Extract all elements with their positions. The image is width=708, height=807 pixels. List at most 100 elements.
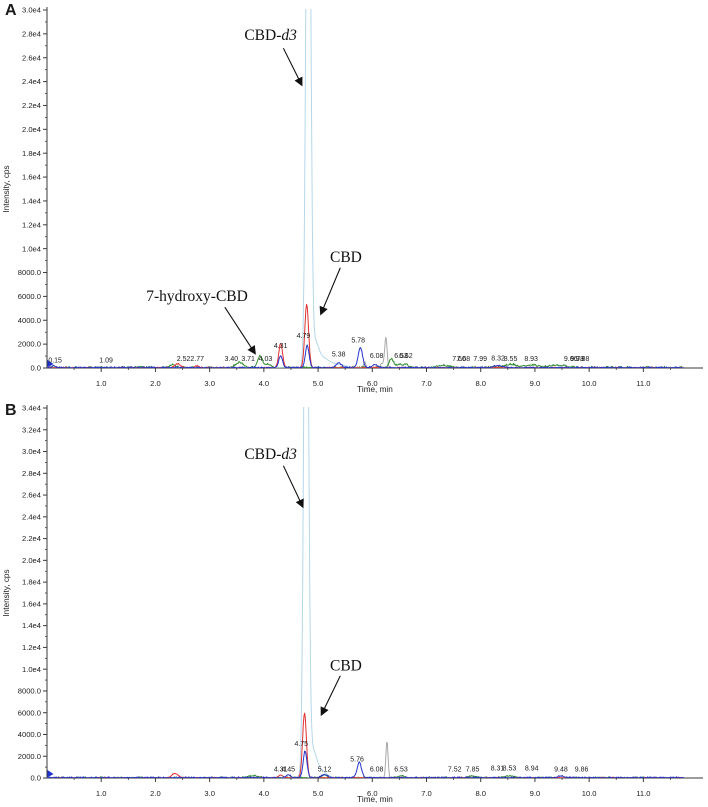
peak-retention-time-label: 6.62	[399, 353, 413, 360]
y-tick-label: 3.0e4	[22, 6, 41, 15]
y-tick-label: 2.6e4	[22, 53, 41, 62]
y-tick-label: 2000.0	[18, 340, 41, 349]
y-tick-label: 2.4e4	[22, 512, 41, 521]
annotation-arrow-cbd-d3	[282, 47, 303, 87]
y-tick-label: 4000.0	[18, 316, 41, 325]
y-tick-label: 8000.0	[18, 268, 41, 277]
x-tick-label: 7.0	[421, 379, 432, 388]
x-tick-label: 9.0	[530, 379, 541, 388]
y-tick-label: 3.0e4	[22, 447, 41, 456]
plot-area	[47, 407, 685, 778]
trace-gray-trace	[47, 336, 684, 368]
x-tick-label: 10.0	[582, 379, 597, 388]
y-tick-label: 2.0e4	[22, 125, 41, 134]
y-tick-label: 2.8e4	[22, 29, 41, 38]
y-tick-label: 2.2e4	[22, 534, 41, 543]
peak-retention-time-label: 2.77	[190, 356, 204, 363]
annotation-cbd: CBD	[330, 249, 362, 266]
x-tick-label: 9.0	[530, 789, 541, 798]
peak-retention-time-label: 3.71	[241, 356, 255, 363]
y-tick-label: 2.8e4	[22, 469, 41, 478]
origin-marker	[47, 360, 54, 368]
peak-retention-time-label: 8.55	[504, 356, 518, 363]
annotation-cbd-d3: CBD-d3	[244, 446, 297, 463]
y-tick-label: 1.6e4	[22, 599, 41, 608]
peak-retention-time-label: 4.79	[297, 333, 311, 340]
x-tick-label: 3.0	[204, 789, 215, 798]
x-tick-label: 3.0	[204, 379, 215, 388]
x-tick-label: 5.0	[313, 379, 324, 388]
x-tick-label: 1.0	[96, 789, 107, 798]
x-tick-label: 11.0	[636, 379, 650, 388]
peak-retention-time-label: 8.31	[491, 766, 505, 773]
peak-retention-time-label: 2.52	[177, 356, 191, 363]
x-tick-label: 7.0	[421, 789, 432, 798]
peak-retention-time-label: 8.93	[524, 356, 538, 363]
peak-retention-time-label: 9.48	[554, 766, 568, 773]
trace-cbd-d3	[47, 9, 684, 368]
x-tick-label: 6.0	[367, 789, 378, 798]
y-tick-label: 1.8e4	[22, 149, 41, 158]
y-tick-label: 0.0	[30, 364, 41, 373]
peak-retention-time-label: 5.12	[318, 766, 332, 773]
peak-retention-time-label: 4.75	[294, 741, 308, 748]
trace-cbd-d3	[47, 407, 684, 778]
origin-marker	[47, 770, 54, 778]
annotation-arrow-cbd	[319, 267, 341, 316]
peak-retention-time-label: 6.53	[394, 766, 408, 773]
peak-retention-time-label: 5.76	[350, 756, 364, 763]
y-tick-label: 6000.0	[18, 708, 41, 717]
x-tick-label: 11.0	[636, 789, 650, 798]
y-tick-label: 2.2e4	[22, 101, 41, 110]
x-tick-label: 6.0	[367, 379, 378, 388]
peak-retention-time-label: 9.88	[576, 356, 590, 363]
panel-b-letter: B	[5, 402, 17, 419]
x-tick-label: 8.0	[475, 379, 486, 388]
x-tick-label: 2.0	[150, 789, 161, 798]
x-tick-label: 2.0	[150, 379, 161, 388]
y-tick-label: 1.6e4	[22, 173, 41, 182]
peak-retention-time-label: 6.08	[370, 353, 384, 360]
x-tick-label: 4.0	[259, 379, 270, 388]
peak-retention-time-label: 4.03	[259, 356, 273, 363]
y-tick-label: 4000.0	[18, 730, 41, 739]
peak-retention-time-label: 9.78	[570, 356, 584, 363]
chromatogram-plot-a: 1.0 2.0 3.0 4.0 5.0 6.0 7.0 8.0 9.0 10.0 11.0 0.0 20…	[2, 6, 703, 394]
y-tick-label: 1.0e4	[22, 665, 41, 674]
peak-retention-time-label: 9.66	[564, 356, 578, 363]
peak-retention-time-label: 4.31	[274, 766, 288, 773]
x-tick-label: 5.0	[313, 789, 324, 798]
peak-retention-time-label: 7.60	[452, 356, 466, 363]
peak-retention-time-label: 5.78	[351, 338, 365, 345]
peak-retention-time-label: 6.53	[394, 353, 408, 360]
x-axis-title: Time, min	[357, 795, 393, 804]
annotation-cbd-d3: CBD-d3	[244, 27, 297, 44]
peak-retention-time-label: 7.52	[448, 766, 462, 773]
annotation-arrow-7-hydroxy-cbd	[224, 306, 256, 355]
y-tick-label: 2.4e4	[22, 77, 41, 86]
y-tick-label: 2.0e4	[22, 556, 41, 565]
y-tick-label: 1.4e4	[22, 621, 41, 630]
x-axis-title: Time, min	[357, 385, 393, 394]
y-tick-label: 2000.0	[18, 752, 41, 761]
peak-retention-time-label: 8.94	[525, 766, 539, 773]
peak-retention-time-label: 7.68	[457, 356, 471, 363]
trace-blue-trace	[47, 344, 684, 368]
x-tick-label: 8.0	[475, 789, 486, 798]
peak-retention-time-label: 4.31	[274, 343, 288, 350]
panel-a-letter: A	[5, 2, 17, 19]
y-axis-title: Intensity, cps	[2, 165, 11, 212]
peak-retention-time-label: 4.45	[281, 766, 295, 773]
y-tick-label: 3.4e4	[22, 404, 41, 413]
trace-blue-trace	[47, 750, 685, 778]
y-tick-label: 6000.0	[18, 292, 41, 301]
peak-retention-time-label: 7.85	[466, 766, 480, 773]
peak-retention-time-label: 8.53	[503, 766, 517, 773]
x-tick-label: 1.0	[96, 379, 107, 388]
peak-retention-time-label: 5.38	[332, 351, 346, 358]
y-tick-label: 3.2e4	[22, 425, 41, 434]
y-tick-label: 1.0e4	[22, 244, 41, 253]
peak-retention-time-label: 0.15	[48, 357, 62, 364]
x-tick-label: 10.0	[582, 789, 597, 798]
